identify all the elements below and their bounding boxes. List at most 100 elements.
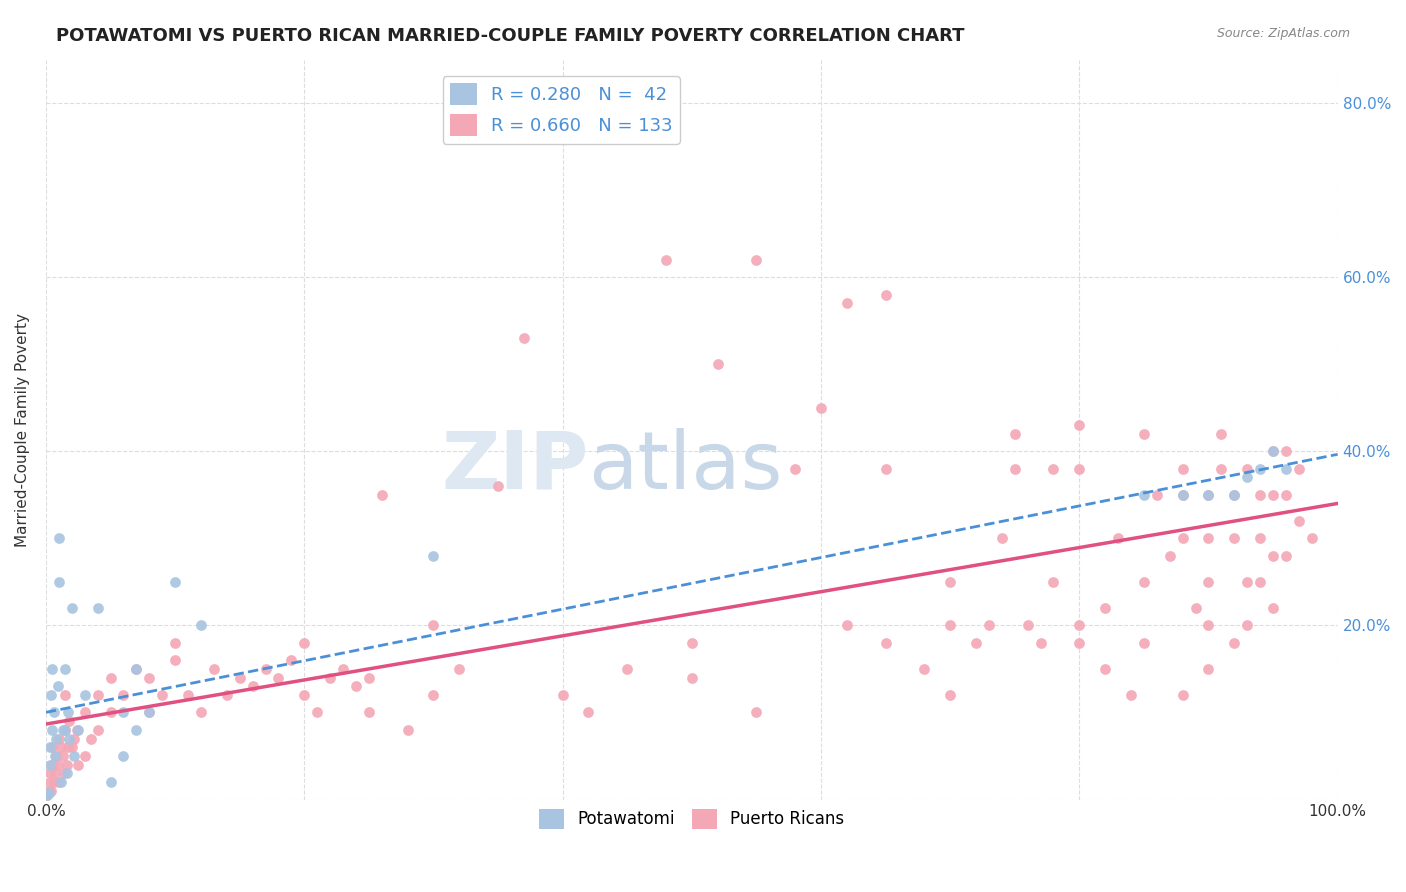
Point <box>1261 549 1284 563</box>
Point <box>396 723 419 737</box>
Point <box>1301 532 1323 546</box>
Point <box>39 784 62 798</box>
Point <box>138 671 160 685</box>
Point <box>254 662 277 676</box>
Point <box>1004 426 1026 441</box>
Point <box>138 706 160 720</box>
Point <box>1171 688 1194 702</box>
Point <box>1159 549 1181 563</box>
Point <box>86 688 108 702</box>
Point <box>1223 488 1246 502</box>
Point <box>44 749 66 764</box>
Point <box>112 749 135 764</box>
Point <box>215 688 238 702</box>
Point <box>1223 488 1246 502</box>
Point <box>112 688 135 702</box>
Point <box>551 688 574 702</box>
Point <box>165 636 187 650</box>
Point <box>202 662 225 676</box>
Point <box>42 706 65 720</box>
Point <box>125 723 148 737</box>
Point <box>785 461 807 475</box>
Point <box>706 357 728 371</box>
Point <box>991 532 1014 546</box>
Point <box>1236 461 1258 475</box>
Point <box>53 688 76 702</box>
Point <box>875 461 897 475</box>
Point <box>63 731 86 746</box>
Point <box>53 723 76 737</box>
Point <box>37 788 59 802</box>
Point <box>38 757 60 772</box>
Point <box>1069 461 1091 475</box>
Point <box>422 549 444 563</box>
Point <box>60 601 83 615</box>
Point <box>835 618 858 632</box>
Point <box>280 653 302 667</box>
Point <box>1184 601 1206 615</box>
Y-axis label: Married-Couple Family Poverty: Married-Couple Family Poverty <box>15 312 30 547</box>
Point <box>100 775 122 789</box>
Point <box>681 671 703 685</box>
Point <box>53 723 76 737</box>
Point <box>1042 461 1064 475</box>
Point <box>41 757 63 772</box>
Point <box>51 740 73 755</box>
Point <box>138 706 160 720</box>
Point <box>86 723 108 737</box>
Point <box>1042 574 1064 589</box>
Point <box>681 636 703 650</box>
Point <box>150 688 173 702</box>
Point <box>53 662 76 676</box>
Point <box>73 706 96 720</box>
Point <box>52 749 75 764</box>
Point <box>1236 618 1258 632</box>
Point <box>58 731 80 746</box>
Point <box>100 671 122 685</box>
Point <box>1171 488 1194 502</box>
Point <box>1261 601 1284 615</box>
Point <box>190 618 212 632</box>
Point <box>1261 444 1284 458</box>
Point <box>1198 618 1220 632</box>
Point <box>977 618 1000 632</box>
Point <box>56 706 79 720</box>
Text: ZIP: ZIP <box>441 427 589 506</box>
Point <box>1171 532 1194 546</box>
Point <box>745 252 768 267</box>
Point <box>1198 662 1220 676</box>
Point <box>1107 532 1129 546</box>
Point <box>1133 426 1156 441</box>
Point <box>52 723 75 737</box>
Point <box>745 706 768 720</box>
Point <box>1211 426 1233 441</box>
Point <box>46 757 69 772</box>
Point <box>344 679 367 693</box>
Point <box>67 757 90 772</box>
Point <box>835 296 858 310</box>
Point <box>1094 601 1116 615</box>
Point <box>1198 488 1220 502</box>
Point <box>1249 574 1271 589</box>
Point <box>449 662 471 676</box>
Point <box>1223 636 1246 650</box>
Point <box>422 688 444 702</box>
Point <box>45 731 67 746</box>
Point <box>912 662 935 676</box>
Point <box>66 723 89 737</box>
Point <box>357 671 380 685</box>
Point <box>939 618 962 632</box>
Point <box>112 706 135 720</box>
Point <box>486 479 509 493</box>
Point <box>100 706 122 720</box>
Point <box>1171 488 1194 502</box>
Point <box>1069 418 1091 433</box>
Point <box>73 688 96 702</box>
Point <box>46 679 69 693</box>
Point <box>939 688 962 702</box>
Point <box>165 653 187 667</box>
Point <box>965 636 987 650</box>
Point <box>1249 461 1271 475</box>
Text: POTAWATOMI VS PUERTO RICAN MARRIED-COUPLE FAMILY POVERTY CORRELATION CHART: POTAWATOMI VS PUERTO RICAN MARRIED-COUPL… <box>56 27 965 45</box>
Point <box>177 688 200 702</box>
